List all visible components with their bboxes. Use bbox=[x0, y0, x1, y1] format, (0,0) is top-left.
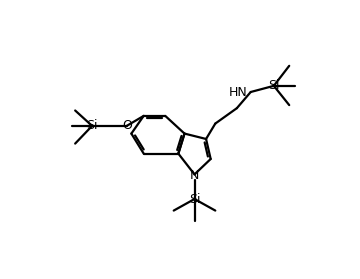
Text: N: N bbox=[190, 169, 199, 182]
Text: Si: Si bbox=[86, 119, 98, 132]
Text: Si: Si bbox=[268, 79, 280, 92]
Text: O: O bbox=[122, 119, 132, 132]
Text: HN: HN bbox=[229, 85, 248, 98]
Text: Si: Si bbox=[189, 193, 200, 206]
